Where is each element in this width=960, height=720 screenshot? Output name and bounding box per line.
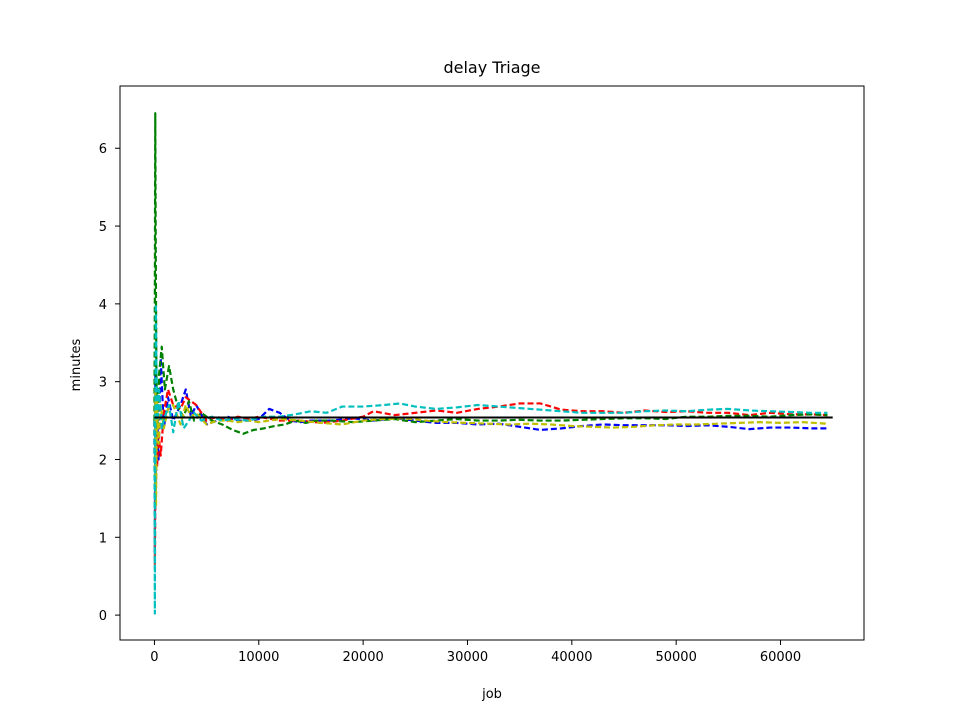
x-tick-label: 30000: [447, 650, 488, 665]
y-tick-label: 1: [99, 531, 107, 546]
y-tick-label: 6: [99, 142, 107, 157]
plot-frame: [119, 85, 865, 641]
series-line-4: [153, 388, 828, 508]
x-tick-label: 40000: [551, 650, 592, 665]
x-tick-label: 0: [150, 650, 158, 665]
y-tick-label: 2: [99, 453, 107, 468]
y-axis-label: minutes: [69, 338, 84, 391]
y-tick-label: 5: [99, 220, 107, 235]
y-tick-label: 4: [99, 298, 107, 313]
y-tick-label: 0: [99, 609, 107, 624]
x-tick-label: 20000: [342, 650, 383, 665]
chart-title: delay Triage: [443, 58, 540, 77]
y-axis: 0 1 2 3 4 5 6: [99, 142, 120, 624]
series-line-5: [153, 302, 828, 615]
series-line-2: [153, 388, 828, 566]
y-tick-label: 3: [99, 376, 107, 391]
x-tick-label: 60000: [760, 650, 801, 665]
x-tick-label: 50000: [655, 650, 696, 665]
x-tick-label: 10000: [238, 650, 279, 665]
x-axis-label: job: [481, 687, 502, 702]
series-line-3: [153, 112, 828, 435]
x-axis: 0 10000 20000 30000 40000 50000 60000: [150, 640, 801, 665]
series-layer: [153, 112, 828, 615]
